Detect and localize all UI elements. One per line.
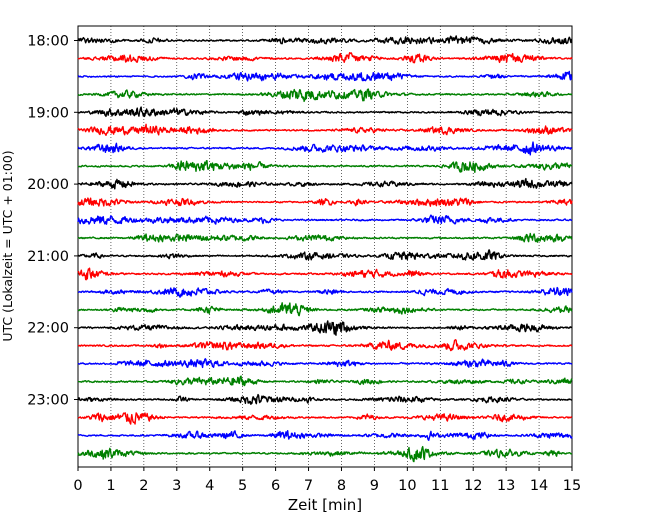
y-tick-label: 22:00 xyxy=(27,321,69,337)
seismogram-trace xyxy=(77,412,573,425)
y-tick-label: 21:00 xyxy=(27,249,69,265)
x-tick-label: 14 xyxy=(530,478,548,494)
x-tick-label: 6 xyxy=(271,478,280,494)
x-tick-label: 15 xyxy=(563,478,581,494)
seismogram-trace xyxy=(77,106,573,118)
y-axis-ticks: 18:00 19:00 20:00 21:00 22:00 23:00 xyxy=(27,34,78,409)
y-tick-label: 23:00 xyxy=(27,393,69,409)
x-axis-label: Zeit [min] xyxy=(288,496,362,514)
seismogram-trace xyxy=(77,445,573,463)
y-tick-label: 19:00 xyxy=(27,105,69,121)
seismogram-trace xyxy=(77,286,573,298)
x-tick-label: 1 xyxy=(106,478,115,494)
y-tick-label: 20:00 xyxy=(27,177,69,193)
x-axis-ticks: 0 1 2 3 4 5 6 7 8 9 10 11 12 13 14 15 xyxy=(73,467,581,494)
seismogram-trace xyxy=(77,232,573,243)
x-tick-label: 5 xyxy=(238,478,247,494)
seismogram-trace xyxy=(77,393,573,406)
y-axis-label: UTC (Lokalzeit = UTC + 01:00) xyxy=(0,150,15,341)
seismogram-trace xyxy=(77,141,573,156)
traces xyxy=(77,35,573,463)
plot-frame xyxy=(77,25,573,468)
seismogram-trace xyxy=(77,358,573,369)
x-tick-label: 2 xyxy=(139,478,148,494)
x-tick-label: 0 xyxy=(73,478,82,494)
x-tick-label: 3 xyxy=(172,478,181,494)
seismogram-trace xyxy=(77,177,573,190)
seismogram-trace xyxy=(77,88,573,103)
x-tick-label: 13 xyxy=(497,478,515,494)
x-tick-label: 4 xyxy=(205,478,214,494)
seismogram-trace xyxy=(77,375,573,387)
seismogram-trace xyxy=(77,302,573,317)
seismogram-trace xyxy=(77,339,573,352)
seismogram-trace xyxy=(77,160,573,173)
y-tick-label: 18:00 xyxy=(27,34,69,50)
x-tick-label: 9 xyxy=(370,478,379,494)
seismogram-trace xyxy=(77,320,573,336)
seismogram-trace xyxy=(77,52,573,64)
x-tick-label: 8 xyxy=(337,478,346,494)
seismogram-trace xyxy=(77,70,573,82)
seismogram-trace xyxy=(77,267,573,281)
x-tick-label: 11 xyxy=(431,478,449,494)
seismogram-trace xyxy=(77,197,573,207)
seismogram-trace xyxy=(77,430,573,441)
seismogram-trace xyxy=(77,35,573,45)
seismogram-trace xyxy=(77,249,573,261)
seismogram-trace xyxy=(77,123,573,136)
x-tick-label: 10 xyxy=(398,478,416,494)
x-tick-label: 7 xyxy=(304,478,313,494)
seismogram-trace xyxy=(77,214,573,225)
x-tick-label: 12 xyxy=(464,478,482,494)
